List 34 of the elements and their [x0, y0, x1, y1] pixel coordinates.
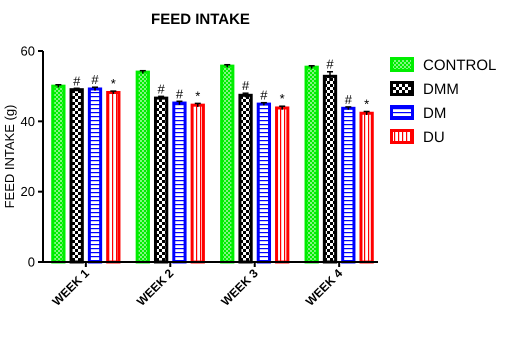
annotation: #: [344, 92, 353, 107]
annotation: *: [110, 76, 116, 92]
legend-label: CONTROL: [423, 57, 496, 74]
bar: [359, 112, 374, 264]
bar: [220, 64, 234, 264]
bar: [190, 104, 205, 264]
annotation: #: [176, 86, 184, 102]
annotation: #: [242, 78, 250, 94]
annotation: #: [158, 81, 166, 96]
y-tick-label: 20: [20, 184, 35, 200]
bar: [136, 70, 150, 264]
annotation: #: [91, 72, 100, 88]
legend-label: DMM: [423, 81, 459, 98]
annotation: #: [73, 73, 82, 88]
legend-label: DM: [423, 105, 446, 122]
annotation: *: [280, 91, 285, 106]
y-tick-label: 40: [20, 114, 35, 129]
bar: [256, 102, 272, 264]
y-tick-label: 60: [20, 44, 35, 58]
bar: [172, 102, 187, 264]
bar: [51, 84, 66, 264]
annotation: *: [195, 88, 200, 104]
y-tick-label: 0: [28, 254, 35, 270]
annotation: *: [364, 96, 370, 112]
chart-title: FEED INTAKE: [151, 11, 250, 28]
bar: [341, 106, 356, 264]
bar: [106, 90, 120, 264]
bar: [88, 87, 102, 264]
y-axis-title: FEED INTAKE (g): [2, 104, 17, 208]
bar: [304, 66, 319, 264]
annotation: #: [326, 56, 334, 72]
bar: [275, 106, 290, 264]
legend-label: DU: [423, 129, 445, 146]
annotation: #: [260, 88, 268, 103]
